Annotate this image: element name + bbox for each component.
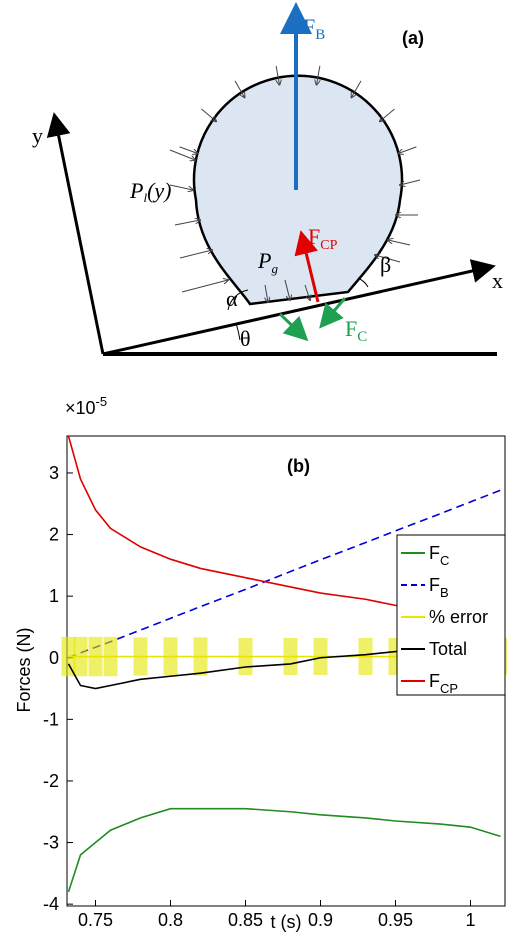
legend-label: FB [429, 575, 449, 600]
y-tick-label: 0 [49, 648, 59, 668]
pressure-arrow [400, 179, 421, 185]
y-tick-label: -2 [43, 771, 59, 791]
pressure-arrows [169, 65, 421, 302]
label-text: F [303, 14, 315, 39]
fcp-arrow [294, 230, 320, 303]
label: Pg [257, 248, 278, 276]
x-tick-label: 0.95 [378, 910, 413, 930]
pressure-arrow [181, 280, 228, 293]
x-tick-label: 0.75 [78, 910, 113, 930]
pressure-arrow [388, 240, 411, 246]
label-sub: CP [320, 238, 337, 253]
pressure-arrow [179, 146, 198, 153]
x-tick-label: 0.8 [158, 910, 183, 930]
x-axis-label: t (s) [271, 912, 302, 932]
legend-name: Total [429, 639, 467, 659]
legend-box [396, 534, 506, 696]
y-tick-label: -3 [43, 833, 59, 853]
x-axis-arrow [102, 259, 496, 356]
y-tick-label: 2 [49, 525, 59, 545]
legend-sub: B [440, 585, 449, 600]
legend-label: FC [429, 543, 449, 568]
pressure-arrow [169, 149, 195, 160]
angle-arc [227, 289, 249, 311]
pressure-arrow [265, 284, 268, 302]
legend-label: FCP [429, 671, 458, 696]
label-text: P [129, 178, 143, 203]
pressure-arrow [352, 80, 362, 97]
legend-sub: C [440, 553, 449, 568]
label: FC [345, 316, 367, 345]
label-sub: C [357, 329, 367, 345]
pressure-arrow [380, 108, 395, 121]
label: θ [240, 326, 251, 351]
panel-label: (b) [287, 456, 310, 476]
x-tick-label: 1 [465, 910, 475, 930]
x-tick-label: 0.85 [228, 910, 263, 930]
pressure-arrow [284, 279, 290, 300]
y-axis-arrow [46, 112, 105, 355]
panel-label: (a) [402, 28, 424, 48]
legend-sub: CP [440, 681, 458, 696]
legend-name: F [429, 671, 440, 691]
pressure-arrow [276, 65, 279, 85]
angle-arc [235, 322, 241, 341]
label-tail: (y) [147, 178, 171, 203]
pressure-arrow [174, 220, 200, 226]
series-line [68, 489, 501, 659]
label: Pl(y) [129, 178, 172, 205]
label-sub: l [143, 190, 147, 205]
y-tick-label: -1 [43, 709, 59, 729]
label: FB [303, 14, 325, 43]
label-text: F [308, 224, 320, 249]
pressure-arrow [201, 108, 216, 121]
label-text: P [257, 248, 271, 273]
fc-arrow [278, 312, 309, 342]
angle-arc [357, 277, 369, 288]
legend-label: % error [429, 607, 488, 627]
y-tick-label: 3 [49, 463, 59, 483]
pressure-arrow [317, 65, 320, 85]
y-tick-label: -4 [43, 894, 59, 914]
label: α [226, 286, 238, 311]
legend-name: % error [429, 607, 488, 627]
label-sub: B [315, 27, 325, 43]
multiplier-base: ×10 [65, 398, 96, 418]
pressure-arrow [375, 255, 401, 263]
label-sub: g [271, 261, 278, 276]
legend-name: F [429, 543, 440, 563]
label-text: F [345, 316, 357, 341]
pressure-arrow [399, 146, 417, 153]
fc-arrow [319, 297, 347, 329]
legend-label: Total [429, 639, 467, 659]
pressure-arrow [179, 250, 212, 259]
pressure-arrow [169, 184, 193, 190]
y-multiplier: ×10-5 [65, 394, 107, 418]
y-tick-label: 1 [49, 586, 59, 606]
label: FCP [308, 224, 338, 253]
pressure-arrow [304, 284, 310, 300]
pressure-arrow [234, 80, 245, 97]
label: x [492, 268, 503, 293]
series-line [67, 807, 501, 893]
x-tick-label: 0.9 [308, 910, 333, 930]
label: y [32, 123, 43, 148]
diagram: (a) FB y x Pl(y) FCP Pg β α θ FC [32, 2, 503, 356]
legend-name: F [429, 575, 440, 595]
y-axis-label: Forces (N) [14, 628, 34, 713]
chart: ×10-5 (b) t (s) Forces (N) 0.75 0.8 0.85 0.… [14, 394, 507, 932]
label: β [380, 252, 391, 277]
multiplier-exponent: -5 [96, 394, 108, 409]
